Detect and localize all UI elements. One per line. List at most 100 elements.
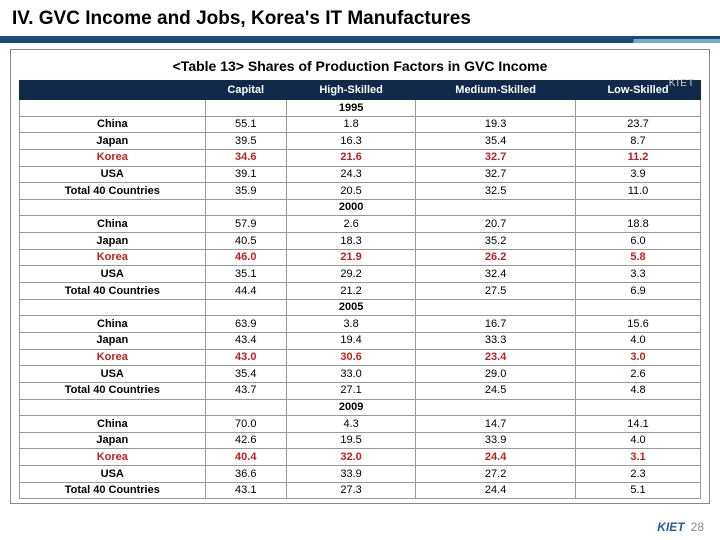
row-label: Korea xyxy=(20,149,206,166)
watermark: KIET xyxy=(669,78,695,89)
data-cell: 32.7 xyxy=(416,166,576,183)
data-cell: 43.4 xyxy=(205,332,286,349)
data-cell: 40.4 xyxy=(205,449,286,466)
year-row-empty xyxy=(205,199,286,216)
data-cell: 29.2 xyxy=(286,266,415,283)
data-cell: 36.6 xyxy=(205,466,286,483)
data-cell: 6.0 xyxy=(576,233,701,250)
year-row-empty xyxy=(416,100,576,117)
year-row-empty xyxy=(205,399,286,416)
data-cell: 14.1 xyxy=(576,416,701,433)
row-label: Japan xyxy=(20,233,206,250)
table-row: Total 40 Countries43.127.324.45.1 xyxy=(20,482,701,499)
year-label: 2005 xyxy=(286,299,415,316)
data-cell: 35.2 xyxy=(416,233,576,250)
row-label: Japan xyxy=(20,332,206,349)
year-row-empty xyxy=(20,199,206,216)
data-cell: 43.7 xyxy=(205,382,286,399)
year-row-empty xyxy=(205,299,286,316)
data-cell: 27.3 xyxy=(286,482,415,499)
footer-logo: KIET xyxy=(657,520,684,534)
table-caption: <Table 13> Shares of Production Factors … xyxy=(19,58,701,74)
row-label: USA xyxy=(20,466,206,483)
row-label: Korea xyxy=(20,249,206,266)
data-cell: 23.4 xyxy=(416,349,576,366)
table-row: Total 40 Countries43.727.124.54.8 xyxy=(20,382,701,399)
data-cell: 33.3 xyxy=(416,332,576,349)
data-cell: 18.3 xyxy=(286,233,415,250)
data-cell: 24.3 xyxy=(286,166,415,183)
table-row: China63.93.816.715.6 xyxy=(20,316,701,333)
data-cell: 43.1 xyxy=(205,482,286,499)
data-cell: 3.3 xyxy=(576,266,701,283)
table-row: China70.04.314.714.1 xyxy=(20,416,701,433)
table-row: Korea40.432.024.43.1 xyxy=(20,449,701,466)
data-cell: 32.5 xyxy=(416,183,576,200)
data-cell: 5.8 xyxy=(576,249,701,266)
year-label: 2009 xyxy=(286,399,415,416)
data-cell: 57.9 xyxy=(205,216,286,233)
data-cell: 39.5 xyxy=(205,133,286,150)
row-label: USA xyxy=(20,266,206,283)
col-header: Capital xyxy=(205,81,286,100)
data-cell: 11.0 xyxy=(576,183,701,200)
table-row: Japan43.419.433.34.0 xyxy=(20,332,701,349)
table-row: Korea34.621.632.711.2 xyxy=(20,149,701,166)
data-cell: 19.4 xyxy=(286,332,415,349)
data-cell: 3.8 xyxy=(286,316,415,333)
table-row: USA39.124.332.73.9 xyxy=(20,166,701,183)
year-row-empty xyxy=(416,199,576,216)
data-cell: 21.9 xyxy=(286,249,415,266)
data-cell: 35.9 xyxy=(205,183,286,200)
table-row: Korea46.021.926.25.8 xyxy=(20,249,701,266)
row-label: China xyxy=(20,116,206,133)
data-cell: 8.7 xyxy=(576,133,701,150)
row-label: USA xyxy=(20,166,206,183)
data-cell: 34.6 xyxy=(205,149,286,166)
data-cell: 11.2 xyxy=(576,149,701,166)
data-cell: 16.7 xyxy=(416,316,576,333)
data-cell: 33.0 xyxy=(286,366,415,383)
data-cell: 20.7 xyxy=(416,216,576,233)
row-label: Total 40 Countries xyxy=(20,283,206,300)
data-cell: 32.0 xyxy=(286,449,415,466)
table-row: China55.11.819.323.7 xyxy=(20,116,701,133)
data-cell: 42.6 xyxy=(205,432,286,449)
data-cell: 1.8 xyxy=(286,116,415,133)
data-cell: 44.4 xyxy=(205,283,286,300)
year-row-empty xyxy=(20,299,206,316)
data-cell: 4.8 xyxy=(576,382,701,399)
data-cell: 6.9 xyxy=(576,283,701,300)
data-cell: 32.4 xyxy=(416,266,576,283)
year-row-empty xyxy=(205,100,286,117)
year-row-empty xyxy=(576,199,701,216)
data-cell: 20.5 xyxy=(286,183,415,200)
data-cell: 33.9 xyxy=(416,432,576,449)
data-cell: 5.1 xyxy=(576,482,701,499)
data-cell: 4.0 xyxy=(576,332,701,349)
data-cell: 19.5 xyxy=(286,432,415,449)
data-cell: 40.5 xyxy=(205,233,286,250)
data-cell: 33.9 xyxy=(286,466,415,483)
row-label: Total 40 Countries xyxy=(20,482,206,499)
data-cell: 16.3 xyxy=(286,133,415,150)
year-label: 1995 xyxy=(286,100,415,117)
row-label: Korea xyxy=(20,449,206,466)
data-cell: 35.4 xyxy=(416,133,576,150)
table-row: Japan42.619.533.94.0 xyxy=(20,432,701,449)
data-cell: 24.5 xyxy=(416,382,576,399)
year-row-empty xyxy=(20,100,206,117)
data-cell: 24.4 xyxy=(416,482,576,499)
data-cell: 4.0 xyxy=(576,432,701,449)
year-row-empty xyxy=(576,100,701,117)
data-cell: 18.8 xyxy=(576,216,701,233)
table-row: China57.92.620.718.8 xyxy=(20,216,701,233)
data-cell: 26.2 xyxy=(416,249,576,266)
data-cell: 2.6 xyxy=(286,216,415,233)
data-table: CapitalHigh-SkilledMedium-SkilledLow-Ski… xyxy=(19,80,701,499)
data-cell: 29.0 xyxy=(416,366,576,383)
year-row-empty xyxy=(416,399,576,416)
data-cell: 39.1 xyxy=(205,166,286,183)
data-cell: 3.9 xyxy=(576,166,701,183)
table-row: Total 40 Countries44.421.227.56.9 xyxy=(20,283,701,300)
